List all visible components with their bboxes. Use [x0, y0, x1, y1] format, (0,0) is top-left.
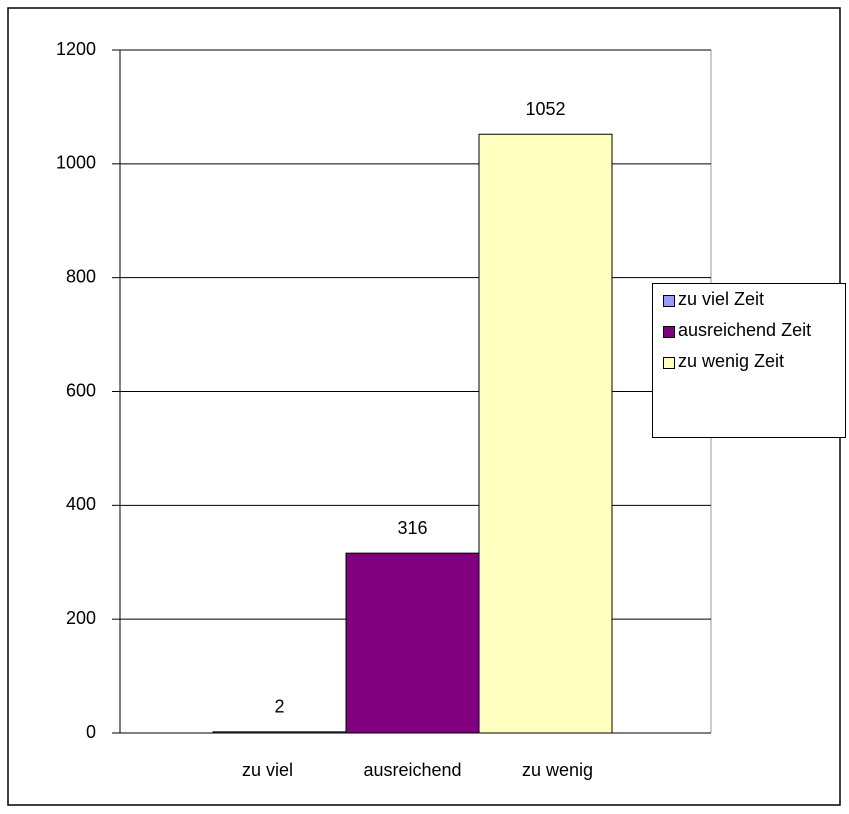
value-label: 1052 [525, 99, 565, 119]
x-tick-label: zu wenig [522, 760, 593, 780]
y-tick-label: 400 [66, 494, 96, 514]
bar [212, 731, 347, 734]
legend-swatch [663, 357, 675, 369]
y-tick-label: 600 [66, 380, 96, 400]
y-tick-label: 800 [66, 266, 96, 286]
y-tick-label: 1200 [56, 39, 96, 59]
x-tick-label: ausreichend [363, 760, 461, 780]
legend-label: ausreichend Zeit [678, 320, 812, 340]
x-tick-label: zu viel [242, 760, 293, 780]
legend-label: zu viel Zeit [678, 289, 765, 309]
y-tick-label: 200 [66, 608, 96, 628]
value-label: 316 [397, 518, 427, 538]
legend-swatch [663, 326, 675, 338]
legend-entry: zu wenig Zeit [663, 352, 845, 371]
y-tick-label: 0 [86, 722, 96, 742]
legend-label: zu wenig Zeit [678, 351, 785, 371]
legend-entry: ausreichend Zeit [663, 321, 845, 340]
y-tick-label: 1000 [56, 153, 96, 173]
value-label: 2 [274, 697, 284, 717]
legend-swatch [663, 295, 675, 307]
bar [345, 552, 480, 734]
legend: zu viel Zeit ausreichend Zeit zu wenig Zei… [652, 283, 846, 438]
legend-entry: zu viel Zeit [663, 290, 845, 309]
bar [478, 133, 613, 734]
